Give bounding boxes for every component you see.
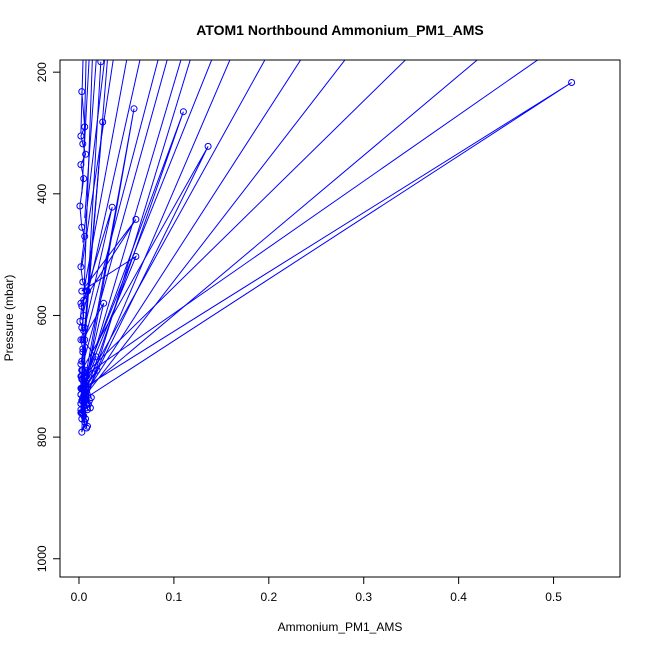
offscale-segment — [83, 60, 231, 401]
data-point — [77, 161, 85, 169]
data-point — [204, 142, 212, 150]
chart-title: ATOM1 Northbound Ammonium_PM1_AMS — [196, 22, 484, 38]
data-point — [76, 318, 84, 325]
x-tick-label: 0.2 — [260, 590, 277, 604]
data-point — [78, 88, 86, 96]
offscale-segment — [84, 60, 302, 395]
data-point — [108, 203, 116, 211]
data-point — [77, 132, 85, 140]
y-axis-label: Pressure (mbar) — [2, 275, 16, 362]
data-point — [81, 232, 89, 240]
data-point — [78, 223, 86, 231]
data-point — [100, 299, 108, 307]
offscale-segment — [83, 60, 539, 377]
x-axis: 0.0 0.1 0.2 0.3 0.4 0.5 — [71, 576, 562, 604]
offscale-segment — [82, 60, 168, 365]
x-axis-label: Ammonium_PM1_AMS — [278, 620, 403, 634]
x-tick-label: 0.0 — [71, 590, 88, 604]
offscale-segment — [84, 60, 159, 340]
series-line-2 — [80, 61, 572, 427]
data-point — [77, 336, 85, 344]
data-point — [78, 324, 86, 332]
data-point — [78, 357, 86, 365]
offscale-segment — [82, 60, 266, 389]
offscale-segment — [81, 60, 90, 194]
data-point — [80, 312, 88, 319]
data-point — [78, 375, 86, 383]
data-point — [179, 108, 187, 116]
data-point — [76, 202, 84, 210]
y-tick-label: 600 — [35, 305, 49, 325]
offscale-segment — [84, 60, 97, 219]
data-point — [85, 397, 93, 405]
data-point — [132, 215, 140, 223]
y-axis: 200 400 600 800 1000 — [35, 62, 61, 572]
offscale-segment — [81, 60, 114, 267]
data-point — [130, 105, 138, 113]
data-point — [81, 123, 89, 131]
data-point — [568, 79, 576, 86]
data-point — [79, 140, 87, 148]
offscale-segment — [85, 60, 182, 383]
offscale-segment — [83, 60, 346, 398]
data-point — [77, 391, 85, 398]
y-tick-label: 200 — [35, 62, 49, 82]
data-point — [132, 253, 140, 260]
data-point — [93, 366, 101, 374]
data-point — [77, 263, 85, 271]
data-point — [81, 336, 89, 344]
x-tick-label: 0.1 — [166, 590, 183, 604]
data-point — [79, 348, 87, 356]
plot-frame — [59, 59, 621, 578]
offscale-segment — [82, 60, 191, 413]
data-point — [80, 296, 88, 304]
x-tick-label: 0.3 — [355, 590, 372, 604]
data-point — [99, 118, 107, 126]
data-point — [79, 278, 87, 286]
data-point — [84, 422, 91, 430]
offscale-segment — [82, 60, 141, 316]
data-point — [79, 336, 87, 344]
data-point — [82, 150, 90, 158]
x-tick-label: 0.4 — [450, 590, 467, 604]
data-point — [81, 324, 89, 332]
x-tick-label: 0.5 — [545, 590, 562, 604]
data-point — [82, 415, 90, 423]
data-point — [78, 428, 86, 436]
data-point — [79, 345, 87, 353]
y-tick-label: 1000 — [35, 545, 49, 572]
offscale-segment — [82, 60, 407, 377]
y-tick-label: 400 — [35, 183, 49, 203]
offscale-segment — [86, 60, 478, 389]
data-point — [80, 381, 88, 389]
data-point — [80, 175, 88, 183]
data-point — [97, 60, 105, 66]
offscale-segment — [83, 60, 87, 164]
offscale-segment — [83, 60, 108, 353]
y-tick-label: 800 — [35, 427, 49, 447]
data-point — [79, 366, 87, 374]
data-point — [77, 406, 85, 414]
data-point — [77, 409, 85, 417]
data-point — [78, 287, 86, 295]
offscale-segment — [80, 60, 84, 134]
data-point — [84, 406, 91, 414]
offscale-segment — [84, 60, 213, 377]
data-point — [78, 302, 86, 310]
data-layer — [76, 60, 576, 436]
data-point — [79, 384, 87, 392]
data-point — [92, 353, 100, 361]
offscale-segment — [82, 60, 93, 328]
